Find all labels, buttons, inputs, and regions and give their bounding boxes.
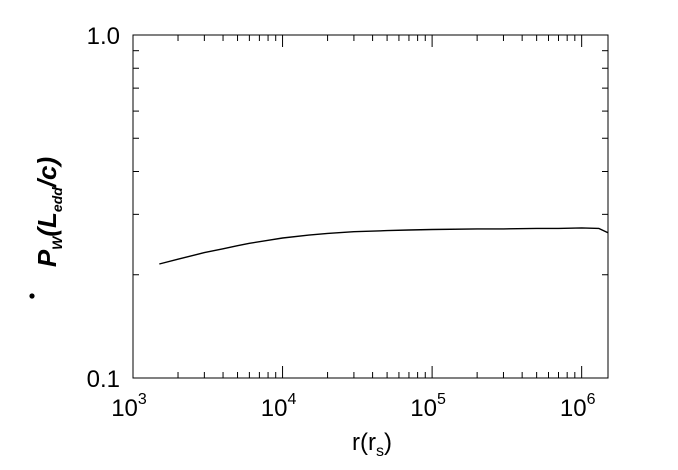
y-axis: 0.1 1.0 [87,23,608,393]
svg-text:PW(Ledd/c): PW(Ledd/c) [32,157,65,267]
series-layer [159,227,609,265]
y-tick-label: 0.1 [87,366,120,393]
series-line [159,227,609,265]
x-tick-label: 104 [261,391,297,422]
ylabel-p: P [32,249,62,267]
x-tick-label: 103 [111,391,147,422]
plot-frame [132,34,609,379]
x-axis: 103 104 105 106 [111,35,596,422]
x-axis-title: r(rs) [352,429,392,460]
y-tick-label: 1.0 [87,23,120,50]
x-tick-label: 106 [560,391,596,422]
plot-area [132,34,609,379]
ylabel-dot [29,293,35,299]
y-axis-title: PW(Ledd/c) [29,157,65,299]
x-tick-label: 105 [410,391,446,422]
